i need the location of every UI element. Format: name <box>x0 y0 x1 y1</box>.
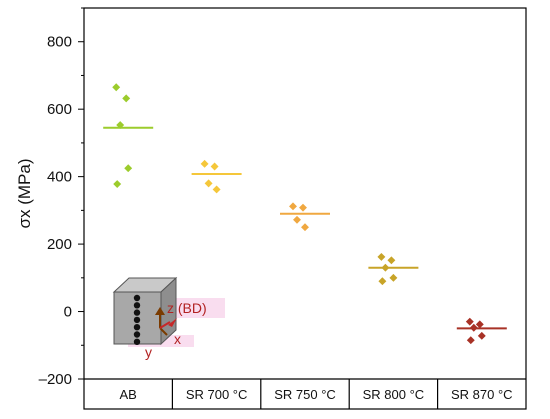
inset-y-label: y <box>145 344 152 360</box>
data-point <box>477 331 486 340</box>
measurement-point <box>133 316 141 324</box>
data-point <box>212 185 221 194</box>
data-point <box>465 317 474 326</box>
measurement-points <box>133 294 141 345</box>
x-axis-arrow <box>159 327 168 336</box>
plot-frame <box>83 7 527 410</box>
category-label: SR 800 °C <box>363 387 425 402</box>
x-axis: AB SR 700 °C SR 750 °C SR 800 °C SR 870 °C <box>120 379 513 409</box>
data-point <box>377 252 386 261</box>
y-tick-label: –200 <box>39 371 72 388</box>
series-sr-700-c <box>191 159 242 194</box>
category-label: AB <box>120 387 137 402</box>
y-axis-arrow <box>159 321 171 329</box>
category-label: SR 750 °C <box>274 387 336 402</box>
data-point <box>122 94 131 103</box>
data-point <box>204 179 213 188</box>
specimen-inset: z (BD) x y <box>112 276 225 360</box>
measurement-point <box>133 294 141 302</box>
y-tick-label: 600 <box>47 101 72 118</box>
y-tick-label: 200 <box>47 236 72 253</box>
z-arrowhead-icon <box>155 307 165 315</box>
data-point <box>301 223 309 232</box>
data-point <box>210 162 219 171</box>
data-point <box>112 83 121 92</box>
y-tick-label: 800 <box>47 34 72 51</box>
measurement-point <box>133 331 141 338</box>
y-tick-label: 400 <box>47 169 72 186</box>
data-point <box>299 203 307 212</box>
measurement-point <box>133 302 141 309</box>
data-point <box>466 336 475 345</box>
inset-x-label: x <box>174 331 181 347</box>
category-label: SR 700 °C <box>186 387 248 402</box>
data-point <box>200 159 209 168</box>
series-sr-870-c <box>456 317 507 345</box>
data-point <box>387 256 396 265</box>
data-point <box>389 273 398 282</box>
category-label: SR 870 °C <box>451 387 513 402</box>
measurement-point <box>133 309 141 316</box>
data-point <box>475 320 484 329</box>
y-axis-title: σx (MPa) <box>15 159 34 229</box>
y-tick-label: 0 <box>64 304 72 321</box>
y-axis: –200 0 200 400 600 800 <box>39 7 84 388</box>
data-point <box>293 215 301 224</box>
inset-z-label: z (BD) <box>167 300 207 316</box>
series-sr-750-c <box>280 202 330 232</box>
series-sr-800-c <box>368 252 419 286</box>
measurement-point <box>133 338 141 345</box>
y-arrowhead-icon <box>168 318 177 327</box>
data-point <box>113 180 122 189</box>
plot-border <box>83 7 527 410</box>
data-point <box>378 277 387 286</box>
measurement-point <box>133 324 141 331</box>
data-point <box>289 202 297 211</box>
series-ab <box>103 83 154 189</box>
data-point <box>124 164 133 173</box>
